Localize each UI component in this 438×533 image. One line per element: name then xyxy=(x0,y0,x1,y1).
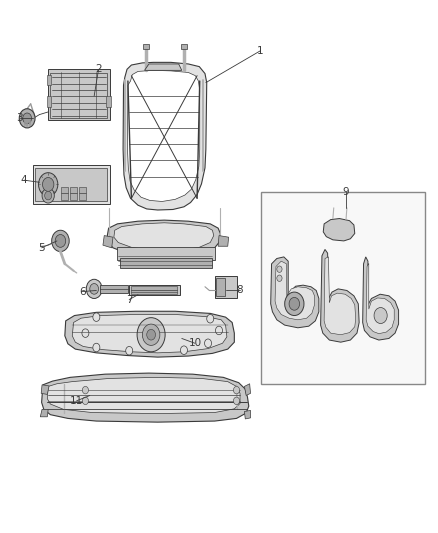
Polygon shape xyxy=(323,219,355,241)
Circle shape xyxy=(374,308,387,324)
Bar xyxy=(216,278,225,296)
Text: 3: 3 xyxy=(16,114,23,123)
Polygon shape xyxy=(103,236,113,248)
Circle shape xyxy=(39,173,58,196)
Bar xyxy=(100,285,128,293)
Circle shape xyxy=(86,279,102,298)
Circle shape xyxy=(207,314,214,323)
Polygon shape xyxy=(324,257,356,335)
Polygon shape xyxy=(244,410,251,419)
Text: 2: 2 xyxy=(95,64,102,74)
Circle shape xyxy=(126,346,133,355)
Bar xyxy=(47,75,51,85)
Circle shape xyxy=(82,397,88,405)
Text: 4: 4 xyxy=(21,175,28,185)
Text: 11: 11 xyxy=(70,396,83,406)
Circle shape xyxy=(93,313,100,321)
Polygon shape xyxy=(145,64,182,70)
Circle shape xyxy=(52,230,69,252)
Circle shape xyxy=(142,324,160,345)
Circle shape xyxy=(215,326,223,335)
Bar xyxy=(106,96,111,107)
Circle shape xyxy=(55,235,66,247)
Polygon shape xyxy=(218,236,229,246)
Text: 5: 5 xyxy=(38,243,45,253)
Text: 8: 8 xyxy=(237,286,244,295)
Polygon shape xyxy=(114,223,214,251)
Bar xyxy=(50,73,107,118)
Circle shape xyxy=(42,188,54,203)
Circle shape xyxy=(147,329,155,340)
Polygon shape xyxy=(65,311,234,357)
Bar xyxy=(47,96,51,107)
Bar xyxy=(117,247,215,260)
Polygon shape xyxy=(47,377,240,414)
Polygon shape xyxy=(321,249,359,342)
Polygon shape xyxy=(244,384,251,395)
Polygon shape xyxy=(366,263,394,334)
Polygon shape xyxy=(72,314,227,353)
Text: 9: 9 xyxy=(343,187,350,197)
Bar xyxy=(215,276,237,298)
Polygon shape xyxy=(40,409,48,417)
Circle shape xyxy=(289,297,300,310)
Polygon shape xyxy=(127,70,200,201)
Text: 6: 6 xyxy=(79,287,86,296)
Circle shape xyxy=(233,386,240,394)
Circle shape xyxy=(42,177,54,191)
Text: 7: 7 xyxy=(126,295,133,304)
Bar xyxy=(35,168,107,201)
Text: 10: 10 xyxy=(188,338,201,348)
Circle shape xyxy=(82,329,89,337)
Circle shape xyxy=(277,266,282,272)
Circle shape xyxy=(19,109,35,128)
Circle shape xyxy=(180,346,187,354)
Bar xyxy=(143,44,149,49)
Bar xyxy=(129,285,180,295)
Circle shape xyxy=(90,284,99,294)
Bar xyxy=(70,193,77,200)
Bar xyxy=(79,187,86,193)
Bar xyxy=(79,193,86,200)
Circle shape xyxy=(23,113,32,124)
Bar xyxy=(33,165,110,204)
Circle shape xyxy=(93,343,100,352)
Circle shape xyxy=(82,386,88,394)
Circle shape xyxy=(205,339,212,348)
Polygon shape xyxy=(275,261,314,320)
Bar xyxy=(61,187,68,193)
Bar xyxy=(48,69,110,120)
Polygon shape xyxy=(123,62,207,210)
Circle shape xyxy=(233,397,240,405)
Text: 1: 1 xyxy=(257,46,264,55)
Bar xyxy=(181,44,187,49)
Polygon shape xyxy=(41,385,49,394)
Circle shape xyxy=(137,318,165,352)
Polygon shape xyxy=(107,220,220,257)
Polygon shape xyxy=(271,257,319,328)
Bar xyxy=(120,258,212,268)
Bar xyxy=(131,286,177,294)
Polygon shape xyxy=(42,373,249,422)
Bar xyxy=(70,187,77,193)
Bar xyxy=(61,193,68,200)
Circle shape xyxy=(277,275,282,281)
Circle shape xyxy=(45,191,52,200)
Polygon shape xyxy=(363,257,399,340)
Circle shape xyxy=(285,292,304,316)
Bar xyxy=(261,192,425,384)
